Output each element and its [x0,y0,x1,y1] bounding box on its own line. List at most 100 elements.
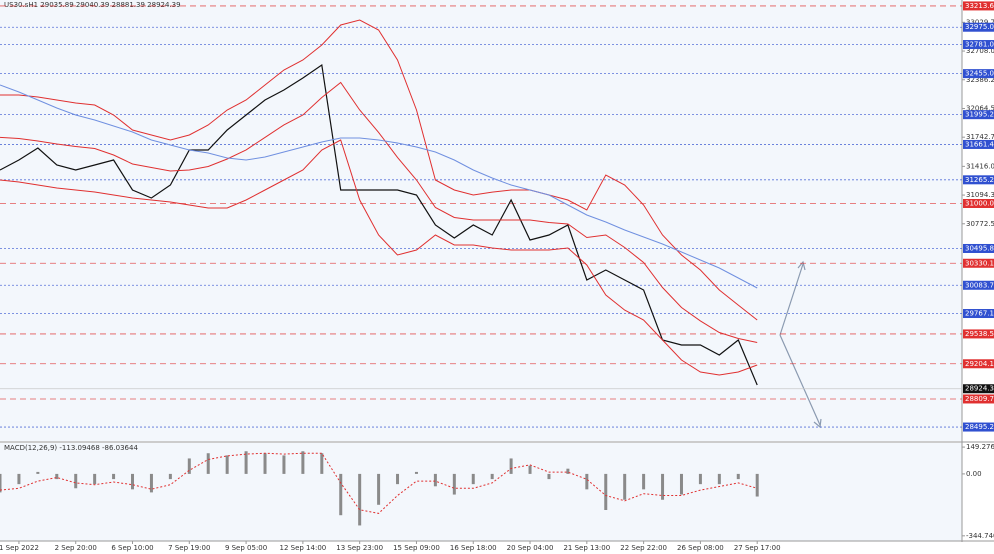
level-box [963,258,994,268]
macd-bar [0,473,2,493]
macd-bar [112,473,116,480]
level-box [963,198,994,208]
price-line [0,139,758,376]
macd-bar [131,473,135,490]
x-tick-label: 6 Sep 10:00 [111,544,153,552]
level-box [963,394,994,404]
macd-bar [755,473,759,497]
x-tick-label: 15 Sep 09:00 [393,544,440,552]
x-tick-label: 22 Sep 22:00 [620,544,667,552]
x-tick-label: 26 Sep 08:00 [677,544,724,552]
level-label: 32455.00 [965,70,994,78]
x-tick-label: 9 Sep 05:00 [225,544,267,552]
price-line [0,84,758,289]
level-label: 30330.18 [965,259,994,267]
price-line [0,63,758,386]
x-tick-label: 20 Sep 04:00 [507,544,554,552]
macd-bar [93,473,97,485]
level-box [963,22,994,32]
macd-bar [528,465,532,474]
macd-bar [187,458,191,474]
x-tick-label: 1 Sep 2022 [0,544,39,552]
macd-bar [452,473,456,495]
y-tick-label: 149.27659 [966,443,994,451]
level-box [963,309,994,319]
level-label: 32975.00 [965,23,994,31]
level-label: 29538.54 [965,330,994,338]
macd-bar [623,473,627,500]
y-tick-label: -344.7404 [966,532,994,540]
macd-bar [301,451,305,474]
macd-bar [149,473,153,493]
macd-bar [396,473,400,485]
level-box [963,280,994,290]
macd-bar [661,473,665,500]
macd-bar [679,473,683,495]
price-line [0,81,758,343]
level-box [963,359,994,369]
last-price-label: 28924.39 [965,385,994,393]
macd-bar [604,473,608,511]
level-box [963,110,994,120]
macd-bar [206,453,210,474]
y-tick-label: 31416.05 [966,162,994,170]
level-box [963,422,994,432]
macd-bar [471,473,475,485]
level-label: 33213.63 [965,2,994,10]
y-tick-label: 31094.30 [966,191,994,199]
level-label: 28809.73 [965,395,994,403]
level-box [963,139,994,149]
signal-line [0,452,758,514]
macd-bar [547,473,551,480]
price-line [0,19,758,321]
y-tick-label: 32064.50 [966,104,994,112]
macd-title: MACD(12,26,9) -113.09468 -86.03644 [4,444,138,452]
macd-bar [168,473,172,480]
level-box [963,1,994,11]
macd-bar [717,473,721,485]
y-tick-label: 31742.75 [966,133,994,141]
macd-bar [566,468,570,474]
level-label: 31661.46 [965,140,994,148]
macd-bar [698,473,702,485]
macd-bar [377,473,381,505]
macd-bar [358,473,362,526]
macd-bar [244,451,248,474]
macd-bar [263,453,267,474]
macd-bar [55,473,59,480]
macd-bar [642,473,646,490]
level-label: 29204.12 [965,360,994,368]
x-tick-label: 13 Sep 23:00 [336,544,383,552]
macd-bar [225,455,229,474]
last-price-box [963,384,994,394]
level-label: 30083.76 [965,281,994,289]
level-box [963,40,994,50]
level-box [963,69,994,79]
macd-bar [320,453,324,474]
x-tick-label: 12 Sep 14:00 [280,544,327,552]
macd-bar [36,471,40,474]
macd-bar [74,473,78,489]
x-tick-label: 2 Sep 20:00 [55,544,97,552]
level-label: 31995.28 [965,111,994,119]
x-tick-label: 7 Sep 19:00 [168,544,210,552]
symbol-info: US30.sH1 29035.89 29040.39 28881.39 2892… [4,1,181,9]
macd-bar [433,473,437,487]
x-tick-label: 16 Sep 18:00 [450,544,497,552]
level-box [963,243,994,253]
x-tick-label: 27 Sep 17:00 [734,544,781,552]
macd-bar [414,471,418,474]
level-label: 32781.00 [965,41,994,49]
level-box [963,329,994,339]
y-tick-label: 33029.75 [966,18,994,26]
macd-bar [585,473,589,490]
y-tick-label: 32708.00 [966,47,994,55]
level-label: 31000.00 [965,199,994,207]
macd-bar [339,473,343,516]
level-label: 29767.17 [965,310,994,318]
macd-bar [282,455,286,474]
macd-bar [490,473,494,480]
macd-panel [0,443,962,541]
